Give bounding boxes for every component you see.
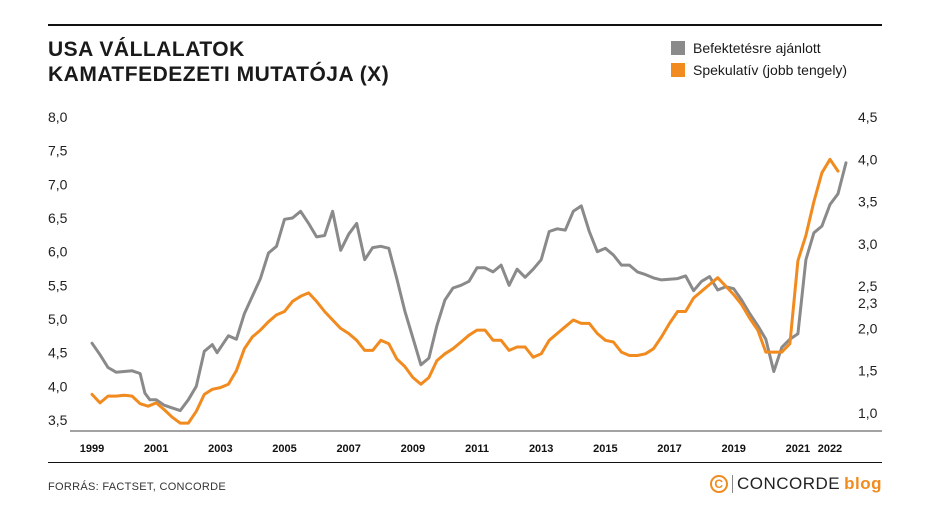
x-tick-label: 2013 — [529, 443, 553, 455]
right-tick-label: 4,5 — [858, 109, 878, 125]
brand-divider — [731, 475, 733, 493]
x-tick-label: 2003 — [208, 443, 232, 455]
x-tick-label: 2015 — [593, 443, 617, 455]
right-tick-label: 2,0 — [858, 320, 878, 336]
left-tick-label: 8,0 — [48, 109, 68, 125]
left-tick-label: 7,5 — [48, 143, 68, 159]
x-tick-label: 2005 — [272, 443, 296, 455]
brand-name: CONCORDE — [736, 474, 841, 493]
x-tick-label: 2022 — [818, 443, 842, 455]
right-axis-labels: 1,0 1,5 2,0 2,32,5 3,0 3,5 4,0 4,5 — [858, 109, 878, 421]
x-tick-label: 2007 — [336, 443, 360, 455]
left-axis-labels: 3,5 4,0 4,5 5,0 5,5 6,0 6,5 7,0 7,5 8,0 — [48, 109, 68, 428]
left-tick-label: 5,0 — [48, 311, 68, 327]
x-tick-label: 2019 — [721, 443, 745, 455]
left-tick-label: 4,5 — [48, 345, 68, 361]
left-tick-label: 6,5 — [48, 210, 68, 226]
legend-swatch-orange — [671, 63, 685, 77]
source-note: FORRÁS: FACTSET, CONCORDE — [48, 481, 227, 493]
series-lines — [90, 157, 848, 425]
x-tick-label: 1999 — [80, 443, 104, 455]
right-tick-label: 2,3 — [858, 295, 878, 311]
x-tick-label: 2009 — [401, 443, 425, 455]
x-tick-label: 2011 — [465, 443, 489, 455]
x-axis: 1999 2001 2003 2005 2007 2009 2011 2013 2015 2017… — [70, 430, 882, 455]
left-tick-label: 5,5 — [48, 277, 68, 293]
left-tick-label: 7,0 — [48, 176, 68, 192]
legend-item-investment-grade: Befektetésre ajánlott — [671, 37, 847, 59]
legend: Befektetésre ajánlott Spekulatív (jobb t… — [671, 37, 847, 81]
x-tick-label: 2021 — [786, 443, 810, 455]
right-tick-label: 4,0 — [858, 151, 878, 167]
chart-title: USA VÁLLALATOK KAMATFEDEZETI MUTATÓJA (X… — [48, 37, 389, 87]
copyright-c-icon: C — [709, 475, 728, 493]
legend-label-speculative: Spekulatív (jobb tengely) — [693, 62, 848, 78]
right-tick-label: 3,0 — [858, 236, 878, 252]
right-tick-label: 2,5 — [858, 278, 878, 294]
legend-label-investment-grade: Befektetésre ajánlott — [693, 40, 821, 56]
x-tick-label: 2001 — [144, 443, 168, 455]
right-tick-label: 1,5 — [858, 363, 878, 379]
title-line-2: KAMATFEDEZETI MUTATÓJA (X) — [48, 63, 390, 86]
series-line-investment-grade — [90, 161, 848, 413]
right-tick-label: 3,5 — [858, 194, 878, 210]
title-line-1: USA VÁLLALATOK — [48, 38, 245, 61]
right-tick-label: 1,0 — [858, 405, 878, 421]
left-tick-label: 6,0 — [48, 244, 68, 260]
bottom-rule — [48, 462, 882, 463]
legend-item-speculative: Spekulatív (jobb tengely) — [671, 59, 847, 81]
left-tick-label: 4,0 — [48, 378, 68, 394]
series-line-speculative — [90, 157, 840, 425]
brand-suffix: blog — [844, 474, 882, 493]
top-rule — [48, 24, 882, 26]
left-tick-label: 3,5 — [48, 412, 68, 428]
brand-logo: C CONCORDE blog — [709, 474, 882, 494]
legend-swatch-gray — [671, 41, 685, 55]
x-tick-label: 2017 — [657, 443, 681, 455]
